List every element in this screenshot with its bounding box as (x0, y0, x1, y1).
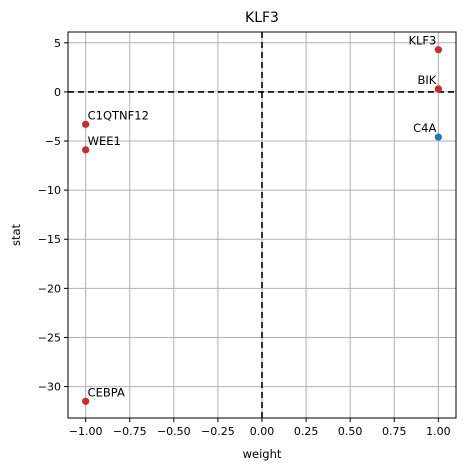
reference-lines (68, 32, 456, 418)
x-tick-label: −1.00 (69, 425, 103, 438)
y-tick-label: 0 (54, 86, 61, 99)
point-label: C1QTNF12 (88, 108, 149, 122)
y-tick-label: −5 (45, 135, 61, 148)
data-point (82, 146, 90, 154)
x-tick-label: 0.50 (338, 425, 363, 438)
data-point (434, 133, 442, 141)
point-label: WEE1 (88, 134, 121, 148)
x-tick-label: 1.00 (426, 425, 451, 438)
point-label: KLF3 (408, 34, 436, 48)
x-axis-ticks: −1.00 −0.75 −0.50 −0.25 0.00 0.25 0.50 0.75 1.00 (69, 418, 451, 438)
data-point (82, 397, 90, 405)
x-tick-label: −0.50 (157, 425, 191, 438)
y-axis-label: stat (9, 223, 23, 246)
x-tick-label: 0.25 (294, 425, 319, 438)
data-point (434, 46, 442, 54)
y-tick-label: −15 (38, 233, 61, 246)
x-tick-label: 0.75 (382, 425, 407, 438)
y-tick-label: −10 (38, 184, 61, 197)
y-axis-ticks: 5 0 −5 −10 −15 −20 −25 −30 (38, 37, 68, 394)
y-tick-label: −30 (38, 381, 61, 394)
x-axis-label: weight (243, 447, 282, 461)
point-label: CEBPA (88, 385, 125, 399)
chart-title: KLF3 (245, 10, 279, 26)
y-tick-label: 5 (54, 37, 61, 50)
point-label: C4A (413, 121, 436, 135)
points-layer: KLF3 BIK C4A C1QTNF12 WEE1 CEBPA (82, 34, 442, 405)
x-tick-label: 0.00 (250, 425, 275, 438)
x-tick-label: −0.25 (201, 425, 235, 438)
y-tick-label: −25 (38, 331, 61, 344)
data-point (434, 85, 442, 93)
data-point (82, 120, 90, 128)
point-label: BIK (418, 73, 437, 87)
y-tick-label: −20 (38, 282, 61, 295)
x-tick-label: −0.75 (113, 425, 147, 438)
